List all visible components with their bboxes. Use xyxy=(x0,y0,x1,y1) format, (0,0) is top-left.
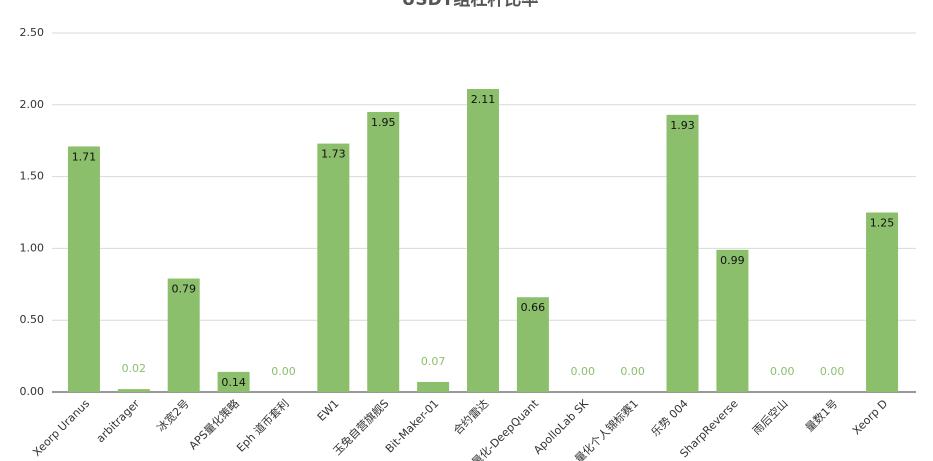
y-tick-label: 0.00 xyxy=(20,385,45,398)
value-label: 0.79 xyxy=(171,283,196,296)
value-label: 0.00 xyxy=(820,365,845,378)
x-tick-label: Xeorp Uranus xyxy=(30,397,92,459)
bar xyxy=(117,389,150,392)
value-label: 0.02 xyxy=(122,362,147,375)
x-tick-label: 量数1号 xyxy=(803,397,840,434)
value-label: 0.00 xyxy=(571,365,596,378)
value-label: 0.14 xyxy=(221,376,246,389)
bar xyxy=(716,249,749,392)
y-tick-label: 0.50 xyxy=(20,313,45,326)
value-label: 0.00 xyxy=(770,365,795,378)
bar xyxy=(217,371,250,392)
y-tick-label: 2.00 xyxy=(20,98,45,111)
x-tick-label: 雨后空山 xyxy=(750,396,791,437)
value-label: 1.95 xyxy=(371,116,396,129)
y-tick-label: 1.50 xyxy=(20,170,45,183)
value-label: 0.66 xyxy=(521,301,546,314)
value-label: 2.11 xyxy=(471,93,496,106)
y-tick-label: 1.00 xyxy=(20,241,45,254)
x-tick-label: 冰宽2号 xyxy=(154,396,192,434)
value-label: 0.00 xyxy=(620,365,645,378)
value-label: 1.93 xyxy=(670,119,695,132)
x-tick-label: EW1 xyxy=(315,397,342,424)
x-tick-label: Eph 道币套利 xyxy=(233,396,291,454)
bar xyxy=(317,143,350,392)
bar xyxy=(367,111,400,392)
bar xyxy=(866,212,899,392)
bar xyxy=(417,381,450,392)
value-label: 1.73 xyxy=(321,148,346,161)
bar xyxy=(67,146,100,392)
value-label: 1.71 xyxy=(72,150,97,163)
bar xyxy=(666,114,699,393)
x-tick-label: Xeorp D xyxy=(850,397,890,437)
y-tick-label: 2.50 xyxy=(20,26,45,39)
value-label: 1.25 xyxy=(870,217,895,230)
value-label: 0.07 xyxy=(421,355,446,368)
x-tick-label: Bit-Maker-01 xyxy=(383,397,441,455)
chart-title: USDT组杠杆比率 xyxy=(402,0,539,10)
bar xyxy=(467,89,499,392)
value-label: 0.99 xyxy=(720,254,745,267)
bar xyxy=(167,278,200,392)
bar xyxy=(516,297,549,392)
x-tick-label: 乐势 004 xyxy=(649,397,691,439)
x-tick-label: 合约雷达 xyxy=(450,396,491,437)
x-tick-label: arbitrager xyxy=(94,397,143,446)
x-tick-label: APS量化策略 xyxy=(186,396,242,452)
value-label: 0.00 xyxy=(271,365,296,378)
